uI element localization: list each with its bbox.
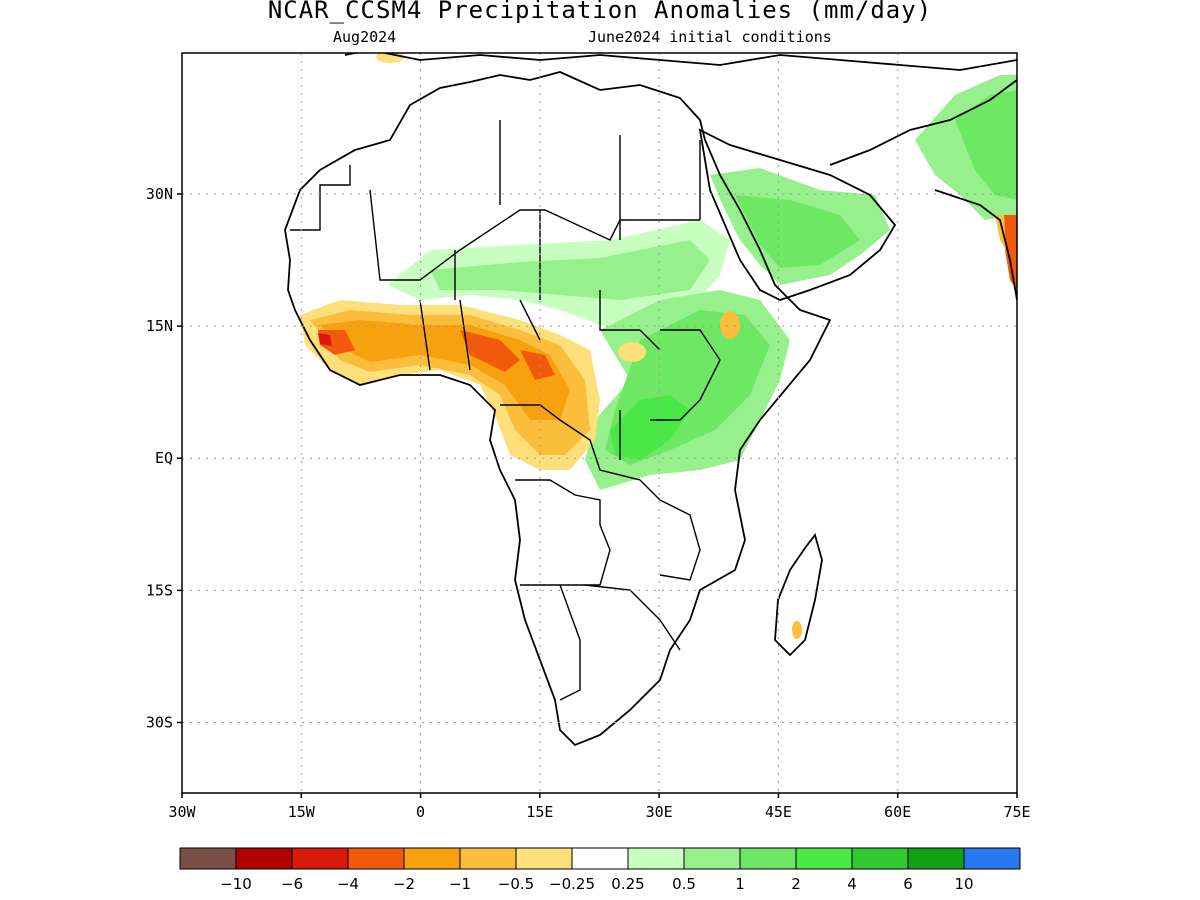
x-tick-label: 45E [765, 803, 792, 821]
colorbar-label: −2 [393, 875, 415, 893]
africa-outline [284, 71, 832, 747]
x-tick-label: 15E [526, 803, 553, 821]
x-tick-label: 75E [1003, 803, 1030, 821]
arabia-outline [698, 128, 897, 301]
initial-conditions: June2024 initial conditions [588, 28, 832, 46]
colorbar-swatch [179, 847, 237, 870]
forecast-month: Aug2024 [333, 28, 397, 46]
colorbar-swatch [235, 847, 293, 870]
colorbar-label: 6 [903, 875, 913, 893]
europe-outline [344, 53, 1017, 71]
colorbar-label: 4 [847, 875, 857, 893]
gridlines [182, 53, 1017, 793]
y-tick-label: EQ [155, 449, 173, 467]
colorbar-swatch [571, 847, 629, 870]
colorbar-swatch [907, 847, 965, 870]
y-tick-label: 15S [146, 581, 173, 599]
india-dry [1004, 215, 1017, 290]
india-dry-edge [995, 215, 1006, 250]
colorbar-label: −1 [449, 875, 471, 893]
country-borders [290, 120, 721, 701]
colorbar-label: −0.25 [549, 875, 595, 893]
iran-india-outline [829, 79, 1017, 301]
colorbar-swatch [459, 847, 517, 870]
guinea-dry-peak [318, 333, 332, 346]
coastlines [284, 53, 1017, 747]
colorbar-swatch [347, 847, 405, 870]
sahel-wet-band-core [430, 240, 710, 300]
x-tick-label: 30W [168, 803, 196, 821]
colorbar-label: −0.5 [498, 875, 534, 893]
ethiopia-dry-spot [720, 311, 740, 339]
colorbar-swatch [403, 847, 461, 870]
axis-ticks: 30W 15W 0 15E 30E 45E 60E 75E 30N 15N EQ 15S 30S [146, 185, 1031, 821]
chart-title: NCAR_CCSM4 Precipitation Anomalies (mm/d… [267, 0, 933, 24]
colorbar-swatch [795, 847, 853, 870]
colorbar-swatch [515, 847, 573, 870]
colorbar: −10 −6 −4 −2 −1 −0.5 −0.25 0.25 0.5 1 2 4 6 10 [179, 847, 1021, 893]
colorbar-swatch [963, 847, 1021, 870]
colorbar-swatch [627, 847, 685, 870]
west-africa-dry-max [318, 330, 555, 380]
y-tick-label: 30S [146, 714, 173, 732]
x-tick-label: 30E [646, 803, 673, 821]
plot-frame [181, 52, 1018, 794]
arabia-wet-core [735, 195, 860, 268]
colorbar-label: −4 [337, 875, 359, 893]
x-tick-label: 15W [288, 803, 316, 821]
madagascar-outline [774, 533, 823, 657]
chad-dry-spot [618, 342, 646, 362]
x-tick-label: 0 [416, 803, 425, 821]
colorbar-label: −6 [281, 875, 303, 893]
colorbar-label: 2 [791, 875, 801, 893]
colorbar-swatch [291, 847, 349, 870]
colorbar-label: 10 [954, 875, 973, 893]
colorbar-label: 0.25 [611, 875, 644, 893]
iran-wet-core [955, 90, 1017, 200]
colorbar-swatch [683, 847, 741, 870]
congo-wet-core [610, 395, 690, 460]
y-tick-label: 15N [146, 317, 173, 335]
colorbar-swatch [739, 847, 797, 870]
colorbar-label: 0.5 [672, 875, 696, 893]
colorbar-label: −10 [220, 875, 252, 893]
madagascar-dry-spot [792, 621, 802, 639]
colorbar-label: 1 [735, 875, 745, 893]
colorbar-swatch [851, 847, 909, 870]
west-africa-dry-core [320, 320, 570, 420]
y-tick-label: 30N [146, 185, 173, 203]
anomaly-shading [300, 53, 1017, 639]
x-tick-label: 60E [884, 803, 911, 821]
